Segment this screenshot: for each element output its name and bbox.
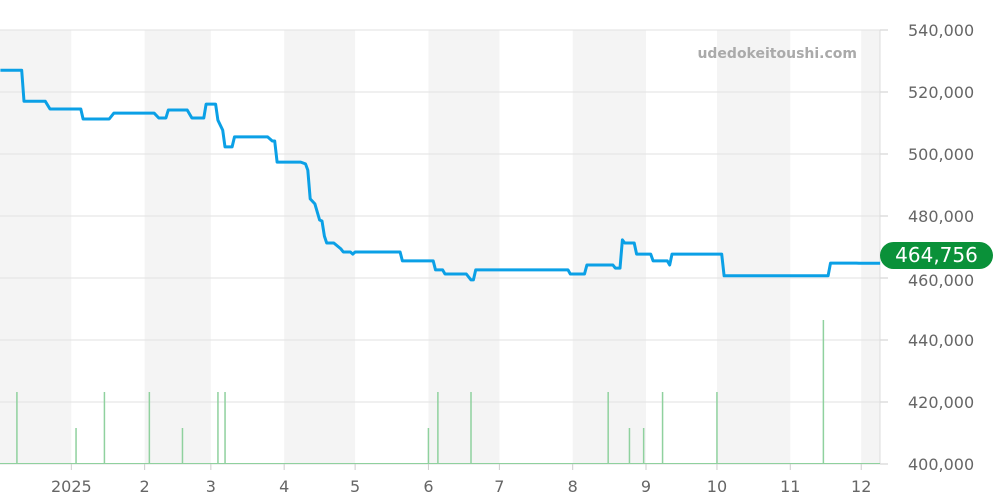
x-tick-label: 11: [780, 477, 800, 496]
y-tick-label: 540,000: [908, 21, 974, 40]
month-band: [428, 30, 500, 464]
x-tick-label: 7: [494, 477, 504, 496]
y-tick-label: 440,000: [908, 331, 974, 350]
month-band: [144, 30, 211, 464]
x-tick-label: 9: [641, 477, 651, 496]
current-price-badge: 464,756: [880, 242, 993, 269]
month-band: [716, 30, 791, 464]
y-tick-label: 460,000: [908, 271, 974, 290]
x-tick-label: 2: [140, 477, 150, 496]
y-tick-label: 500,000: [908, 145, 974, 164]
month-band: [284, 30, 356, 464]
y-tick-label: 480,000: [908, 207, 974, 226]
x-tick-label: 12: [851, 477, 871, 496]
price-line: [0, 68, 881, 282]
y-tick-label: 520,000: [908, 83, 974, 102]
x-tick-label: 10: [707, 477, 727, 496]
x-tick-label: 5: [350, 477, 360, 496]
y-tick-label: 400,000: [908, 455, 974, 474]
month-band: [0, 30, 72, 464]
y-tick-label: 420,000: [908, 393, 974, 412]
x-tick-label: 8: [568, 477, 578, 496]
x-tick-label: 4: [279, 477, 289, 496]
x-tick-label: 3: [206, 477, 216, 496]
x-tick-label: 2025: [51, 477, 92, 496]
watermark: udedokeitoushi.com: [697, 46, 857, 62]
month-band: [861, 30, 880, 464]
x-tick-label: 6: [423, 477, 433, 496]
